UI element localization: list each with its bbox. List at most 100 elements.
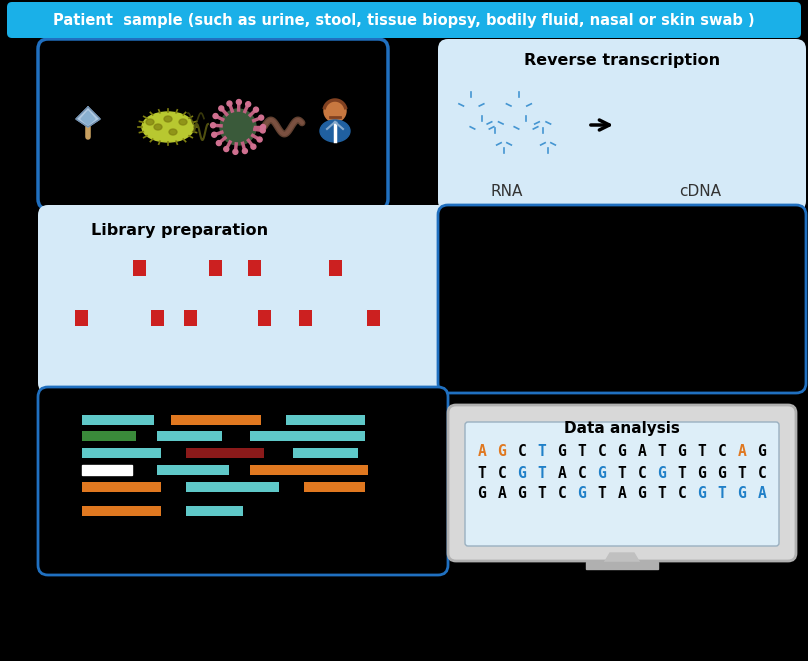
FancyBboxPatch shape <box>82 506 161 516</box>
Text: C: C <box>518 444 526 459</box>
Text: Data analysis: Data analysis <box>564 422 680 436</box>
FancyBboxPatch shape <box>367 310 380 326</box>
Ellipse shape <box>142 112 194 142</box>
Text: A: A <box>638 444 646 459</box>
Text: G: G <box>478 486 486 502</box>
FancyBboxPatch shape <box>250 432 364 442</box>
Text: T: T <box>678 465 686 481</box>
Ellipse shape <box>146 119 154 125</box>
Text: T: T <box>658 486 667 502</box>
Circle shape <box>237 100 242 104</box>
Text: C: C <box>758 465 766 481</box>
FancyBboxPatch shape <box>38 39 388 209</box>
FancyBboxPatch shape <box>329 260 342 276</box>
FancyBboxPatch shape <box>157 465 229 475</box>
Text: G: G <box>598 465 606 481</box>
Text: C: C <box>718 444 726 459</box>
Circle shape <box>219 106 224 111</box>
FancyBboxPatch shape <box>38 387 448 575</box>
Text: G: G <box>498 444 507 459</box>
Circle shape <box>260 124 266 130</box>
Circle shape <box>251 144 256 149</box>
Ellipse shape <box>320 120 350 142</box>
Text: T: T <box>578 444 587 459</box>
Circle shape <box>257 137 262 142</box>
FancyBboxPatch shape <box>465 422 779 546</box>
Text: G: G <box>678 444 686 459</box>
Text: G: G <box>638 486 646 502</box>
Polygon shape <box>586 562 658 569</box>
Text: A: A <box>498 486 507 502</box>
FancyBboxPatch shape <box>247 260 260 276</box>
FancyBboxPatch shape <box>258 310 271 326</box>
Text: T: T <box>738 465 747 481</box>
Text: T: T <box>537 486 546 502</box>
Ellipse shape <box>169 129 177 135</box>
FancyBboxPatch shape <box>448 405 796 561</box>
FancyBboxPatch shape <box>171 414 261 425</box>
FancyBboxPatch shape <box>438 39 806 211</box>
Text: C: C <box>678 486 686 502</box>
Text: T: T <box>537 465 546 481</box>
Circle shape <box>217 141 221 145</box>
Text: T: T <box>718 486 726 502</box>
Text: A: A <box>558 465 566 481</box>
Text: C: C <box>498 465 507 481</box>
Text: T: T <box>598 486 606 502</box>
Polygon shape <box>76 107 100 127</box>
Text: G: G <box>758 444 766 459</box>
Ellipse shape <box>154 124 162 130</box>
FancyBboxPatch shape <box>82 414 154 425</box>
Circle shape <box>224 147 229 151</box>
FancyBboxPatch shape <box>82 465 132 475</box>
FancyBboxPatch shape <box>293 448 358 458</box>
Circle shape <box>242 149 247 153</box>
Text: A: A <box>758 486 766 502</box>
Text: G: G <box>578 486 587 502</box>
FancyBboxPatch shape <box>186 448 264 458</box>
Text: T: T <box>658 444 667 459</box>
Text: RNA: RNA <box>490 184 524 198</box>
FancyBboxPatch shape <box>299 310 312 326</box>
FancyBboxPatch shape <box>186 506 243 516</box>
FancyBboxPatch shape <box>38 205 448 393</box>
FancyBboxPatch shape <box>82 448 161 458</box>
FancyBboxPatch shape <box>304 482 364 492</box>
Text: G: G <box>697 486 706 502</box>
Circle shape <box>246 102 250 106</box>
Circle shape <box>324 100 346 122</box>
Text: C: C <box>578 465 587 481</box>
Text: G: G <box>697 465 706 481</box>
Polygon shape <box>604 553 640 563</box>
Circle shape <box>212 132 217 137</box>
Text: T: T <box>617 465 626 481</box>
Text: C: C <box>558 486 566 502</box>
Text: T: T <box>478 465 486 481</box>
Text: Patient  sample (such as urine, stool, tissue biopsy, bodily fluid, nasal or ski: Patient sample (such as urine, stool, ti… <box>53 13 755 28</box>
Circle shape <box>211 123 216 128</box>
Text: G: G <box>518 465 526 481</box>
FancyBboxPatch shape <box>75 310 88 326</box>
FancyBboxPatch shape <box>286 414 364 425</box>
Text: T: T <box>537 444 546 459</box>
FancyBboxPatch shape <box>157 432 221 442</box>
Text: G: G <box>518 486 526 502</box>
FancyBboxPatch shape <box>438 205 806 393</box>
Text: Library preparation: Library preparation <box>91 223 268 239</box>
Text: G: G <box>718 465 726 481</box>
Text: Reverse transcription: Reverse transcription <box>524 54 720 69</box>
Text: A: A <box>738 444 747 459</box>
FancyBboxPatch shape <box>151 310 164 326</box>
Text: A: A <box>617 486 626 502</box>
FancyBboxPatch shape <box>133 260 146 276</box>
Text: C: C <box>598 444 606 459</box>
Circle shape <box>259 115 263 120</box>
Text: G: G <box>738 486 747 502</box>
Text: G: G <box>617 444 626 459</box>
FancyBboxPatch shape <box>250 465 368 475</box>
FancyBboxPatch shape <box>82 432 136 442</box>
FancyBboxPatch shape <box>184 310 197 326</box>
FancyBboxPatch shape <box>82 482 161 492</box>
Text: T: T <box>697 444 706 459</box>
Circle shape <box>227 101 232 106</box>
